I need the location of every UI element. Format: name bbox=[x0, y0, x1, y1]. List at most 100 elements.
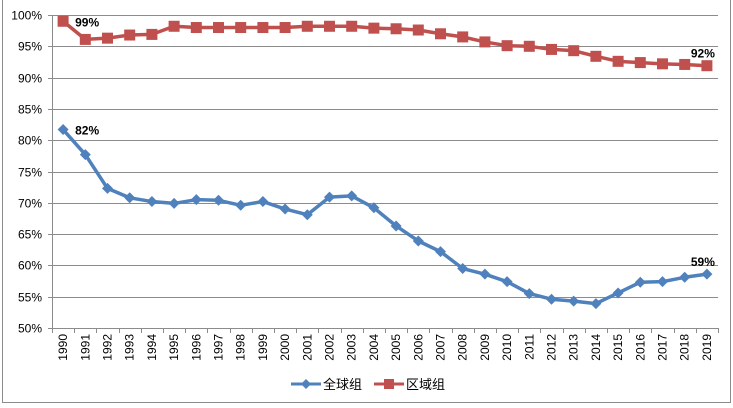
data-point bbox=[634, 57, 646, 69]
x-tick-label: 2018 bbox=[678, 334, 692, 361]
data-point bbox=[146, 196, 158, 208]
y-tick-label: 75% bbox=[18, 166, 42, 180]
x-tick-label: 2002 bbox=[323, 334, 337, 361]
x-tick-label: 2013 bbox=[567, 334, 581, 361]
data-point bbox=[412, 24, 424, 36]
data-point bbox=[568, 45, 580, 57]
data-point bbox=[590, 298, 602, 310]
data-point bbox=[546, 293, 557, 305]
data-point bbox=[190, 194, 202, 206]
y-tick-label: 55% bbox=[18, 291, 42, 305]
x-tick-label: 2007 bbox=[434, 334, 448, 361]
x-tick-label: 2010 bbox=[500, 334, 514, 361]
y-tick-label: 85% bbox=[18, 103, 42, 117]
x-tick-label: 2015 bbox=[611, 334, 625, 361]
x-tick-label: 2012 bbox=[545, 334, 559, 361]
data-point bbox=[612, 55, 624, 67]
data-point bbox=[213, 194, 224, 206]
diamond-line-icon bbox=[291, 378, 321, 389]
legend-label: 区域组 bbox=[406, 378, 446, 393]
data-point bbox=[523, 288, 535, 300]
x-tick-label: 1999 bbox=[256, 334, 270, 361]
y-tick-label: 50% bbox=[18, 322, 42, 336]
data-point bbox=[346, 190, 358, 202]
data-point bbox=[679, 58, 691, 70]
y-tick-label: 95% bbox=[18, 40, 42, 54]
data-point bbox=[124, 192, 136, 204]
x-tick-label: 2014 bbox=[589, 334, 603, 361]
data-point bbox=[390, 23, 402, 35]
data-point bbox=[701, 268, 713, 280]
data-point bbox=[301, 20, 313, 32]
data-point bbox=[279, 22, 291, 34]
line-chart: 50% 55% 60% 65% 70% 75% 80% 85% 90% 95% 100% 1990 19… bbox=[11, 9, 719, 361]
data-point bbox=[546, 43, 557, 55]
x-tick-label: 1992 bbox=[101, 334, 115, 361]
data-point bbox=[501, 276, 513, 288]
series-line bbox=[61, 128, 708, 306]
data-point bbox=[102, 182, 113, 194]
data-point bbox=[568, 295, 580, 307]
x-tick-label: 2017 bbox=[656, 334, 670, 361]
data-point bbox=[612, 287, 624, 299]
data-point bbox=[168, 197, 180, 209]
x-tick-label: 1990 bbox=[56, 334, 70, 361]
data-point bbox=[368, 202, 380, 214]
data-point bbox=[257, 22, 269, 34]
legend-item-regional: 区域组 bbox=[374, 374, 445, 393]
data-point bbox=[701, 60, 713, 72]
x-tick-label: 1998 bbox=[234, 334, 248, 361]
y-tick-label: 90% bbox=[18, 72, 42, 86]
data-point bbox=[79, 149, 91, 161]
data-label: 92% bbox=[691, 47, 715, 61]
data-point bbox=[168, 20, 180, 32]
data-point bbox=[346, 20, 358, 32]
x-tick-label: 1996 bbox=[189, 334, 203, 361]
legend-item-global: 全球组 bbox=[291, 374, 362, 393]
x-tick-label: 2011 bbox=[522, 334, 536, 360]
data-point bbox=[190, 22, 202, 34]
data-point bbox=[634, 276, 646, 288]
data-point bbox=[368, 22, 380, 34]
square-line-icon bbox=[374, 378, 405, 389]
x-tick-label: 2006 bbox=[411, 334, 425, 361]
data-point bbox=[235, 199, 247, 211]
data-point bbox=[523, 40, 535, 52]
y-tick-label: 70% bbox=[18, 197, 42, 211]
chart-legend: 全球组 区域组 bbox=[291, 374, 445, 393]
data-point bbox=[324, 191, 335, 203]
y-tick-label: 65% bbox=[18, 228, 42, 242]
data-point bbox=[390, 220, 402, 232]
y-tick-label: 80% bbox=[18, 134, 42, 148]
data-label: 59% bbox=[691, 255, 715, 269]
data-point bbox=[679, 271, 691, 283]
x-tick-label: 2019 bbox=[700, 334, 714, 361]
data-point bbox=[457, 31, 469, 43]
data-point bbox=[657, 276, 668, 288]
data-point bbox=[213, 22, 224, 34]
x-tick-label: 1993 bbox=[123, 334, 137, 361]
y-tick-label: 100% bbox=[11, 9, 42, 23]
x-tick-label: 1995 bbox=[167, 334, 181, 361]
data-point bbox=[457, 263, 469, 275]
data-point bbox=[301, 209, 313, 221]
y-tick-label: 60% bbox=[18, 259, 42, 273]
x-tick-label: 1994 bbox=[145, 334, 159, 361]
data-point bbox=[279, 203, 291, 215]
x-tick-label: 2000 bbox=[278, 334, 292, 361]
x-tick-label: 1997 bbox=[212, 334, 226, 361]
data-point bbox=[324, 20, 335, 32]
data-point bbox=[57, 124, 69, 136]
series-line bbox=[61, 19, 707, 68]
data-point bbox=[257, 196, 269, 208]
data-point bbox=[479, 36, 491, 48]
data-label: 82% bbox=[75, 124, 99, 138]
data-point bbox=[412, 235, 424, 247]
data-point bbox=[235, 22, 247, 34]
data-point bbox=[501, 40, 513, 52]
x-tick-label: 2009 bbox=[478, 334, 492, 361]
x-tick-label: 2008 bbox=[456, 334, 470, 361]
data-point bbox=[57, 15, 69, 27]
x-tick-label: 2001 bbox=[300, 334, 314, 361]
